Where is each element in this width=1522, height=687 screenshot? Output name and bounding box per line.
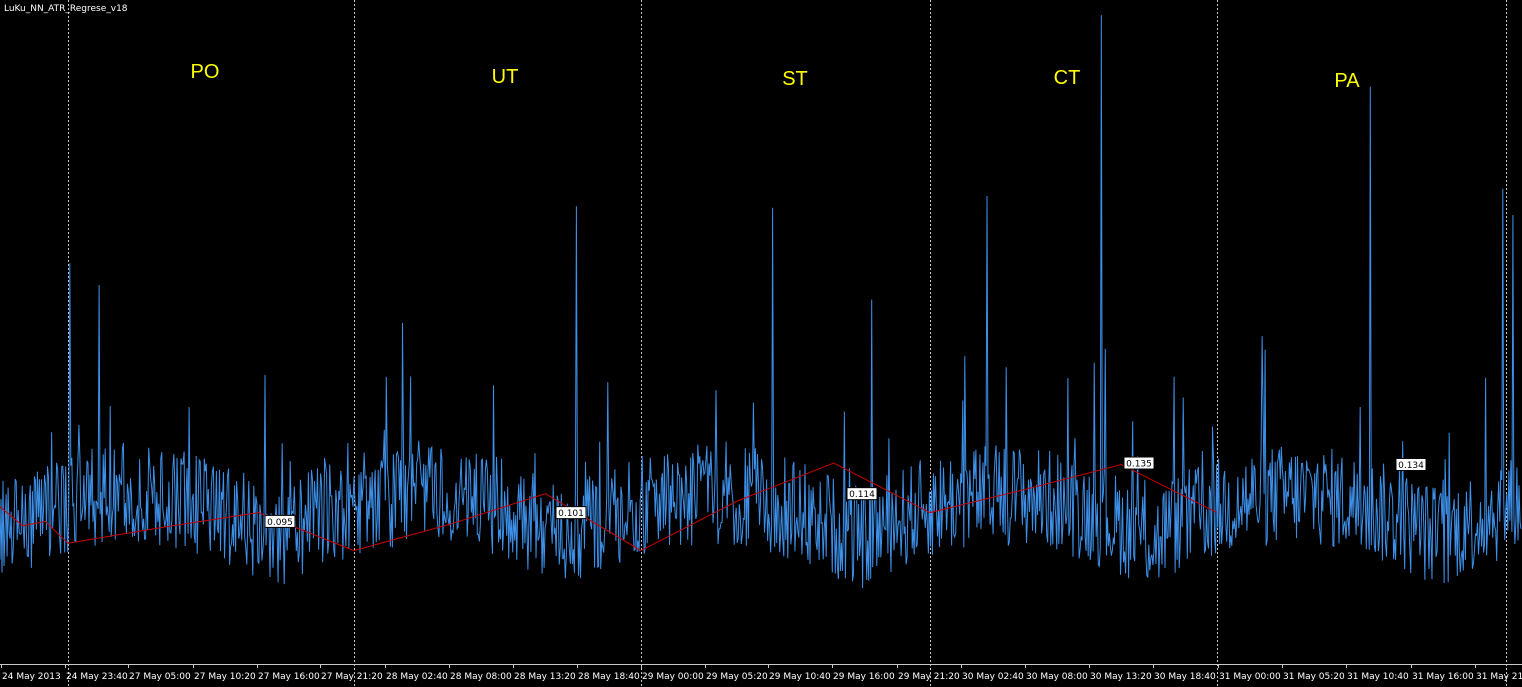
regression-series <box>0 462 1218 552</box>
value-label-box <box>1123 456 1155 470</box>
x-tick-label: 31 May 21:20 <box>1476 672 1522 682</box>
x-tick-label: 24 May 23:40 <box>66 672 128 682</box>
x-tick-label: 29 May 10:40 <box>769 672 831 682</box>
phase-label-pa: PA <box>1334 70 1360 92</box>
atr-series <box>0 15 1522 589</box>
regression-line <box>67 512 355 552</box>
phase-label-po: PO <box>191 61 220 83</box>
x-tick-label: 27 May 16:00 <box>258 672 320 682</box>
value-label-box <box>1395 457 1427 471</box>
x-tick-label: 30 May 18:40 <box>1154 672 1216 682</box>
x-tick-label: 29 May 16:00 <box>833 672 895 682</box>
x-tick-label: 29 May 05:20 <box>706 672 768 682</box>
day-separators <box>68 0 1507 687</box>
indicator-title: LuKu_NN_ATR_Regrese_v18 <box>4 4 128 14</box>
value-label: 0.114 <box>849 490 875 500</box>
x-tick-label: 28 May 02:40 <box>386 672 448 682</box>
x-tick-label: 31 May 05:20 <box>1283 672 1345 682</box>
x-axis-ticks: 24 May 2013 24 May 23:40 27 May 05:00 27 Ma… <box>1 664 1522 682</box>
x-tick-label: 27 May 10:20 <box>194 672 256 682</box>
value-labels: 0.095 0.101 0.114 0.135 0.134 <box>264 456 1427 528</box>
x-tick-label: 31 May 16:00 <box>1412 672 1474 682</box>
x-tick-label: 29 May 00:00 <box>642 672 704 682</box>
value-label-box <box>846 487 878 501</box>
phase-label-ct: CT <box>1054 67 1081 89</box>
x-tick-label: 28 May 18:40 <box>578 672 640 682</box>
regression-line <box>929 463 1218 514</box>
x-tick-label: 31 May 00:00 <box>1219 672 1281 682</box>
value-label: 0.095 <box>267 518 293 528</box>
value-label: 0.101 <box>558 509 584 519</box>
x-tick-label: 30 May 08:00 <box>1026 672 1088 682</box>
x-tick-label: 29 May 21:20 <box>898 672 960 682</box>
x-tick-label: 28 May 13:20 <box>514 672 576 682</box>
phase-label-st: ST <box>782 68 808 90</box>
x-tick-label: 31 May 10:40 <box>1347 672 1409 682</box>
atr-line <box>0 15 1522 589</box>
x-tick-label: 30 May 02:40 <box>962 672 1024 682</box>
x-tick-label: 24 May 2013 <box>2 672 61 682</box>
regression-line <box>0 506 69 544</box>
x-tick-label: 27 May 21:20 <box>321 672 383 682</box>
value-label: 0.134 <box>1398 461 1424 471</box>
value-label-box <box>264 514 296 528</box>
x-tick-label: 27 May 05:00 <box>129 672 191 682</box>
value-label-box <box>555 506 587 520</box>
regression-line <box>353 493 642 552</box>
x-tick-label: 28 May 08:00 <box>450 672 512 682</box>
phase-labels: PO UT ST CT PA <box>191 61 1361 92</box>
regression-line <box>640 462 931 552</box>
value-label: 0.135 <box>1126 460 1152 470</box>
x-tick-label: 30 May 13:20 <box>1090 672 1152 682</box>
phase-label-ut: UT <box>492 66 519 88</box>
